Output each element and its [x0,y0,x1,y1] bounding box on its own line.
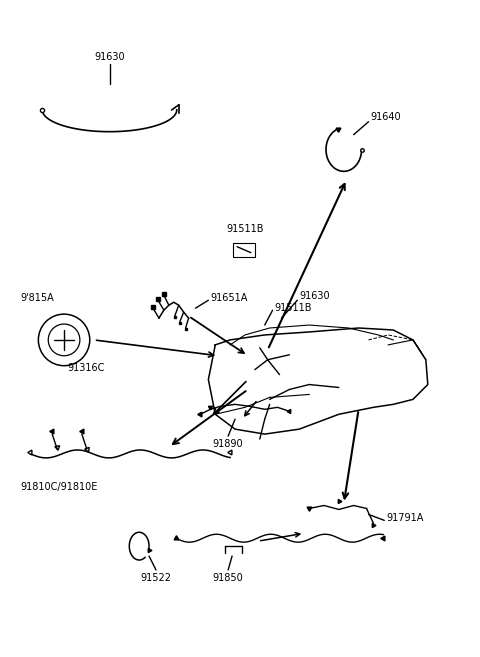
Text: 91511B: 91511B [226,224,264,234]
Text: 91640: 91640 [371,112,401,122]
Text: 91630: 91630 [94,53,125,62]
Text: 91511B: 91511B [275,303,312,313]
Text: 91810C/91810E: 91810C/91810E [21,482,98,491]
Bar [233,242,255,257]
Text: 91630: 91630 [300,291,330,302]
Text: 91791A: 91791A [386,513,424,524]
Text: 91316C: 91316C [67,363,105,373]
Text: 91850: 91850 [213,573,243,583]
Text: 91890: 91890 [213,439,243,449]
Text: 91651A: 91651A [210,293,248,304]
Text: 9'815A: 9'815A [21,293,54,304]
Text: 91522: 91522 [141,573,171,583]
